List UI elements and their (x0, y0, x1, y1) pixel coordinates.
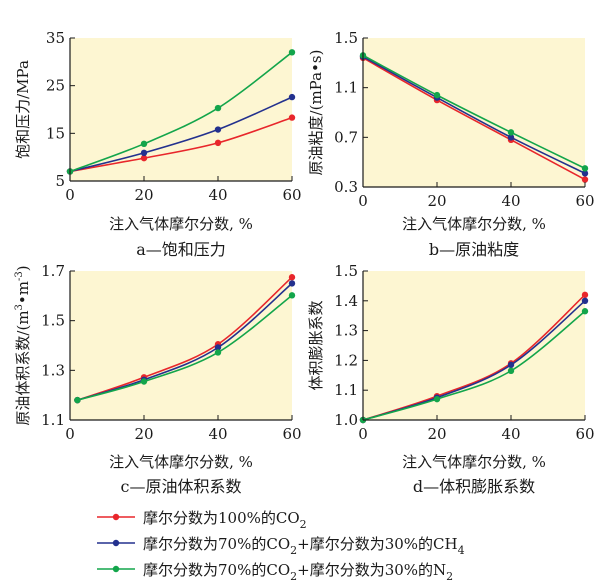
x-tick-label-c-3: 60 (282, 425, 301, 443)
data-point-d-2-2 (507, 367, 515, 375)
series-line-b-1 (362, 55, 586, 175)
y-tick-label-c-0: 1.1 (41, 411, 65, 429)
legend-entry-ch4: 摩尔分数为70%的CO2+摩尔分数为30%的CH4 (97, 535, 465, 557)
data-point-d-2-3 (581, 308, 589, 315)
x-axis-label-d: 注入气体摩尔分数, % (402, 453, 546, 471)
y-tick-label-d-1: 1.1 (334, 381, 358, 399)
y-tick-label-c-2: 1.5 (41, 312, 65, 330)
y-tick-label-c-3: 1.7 (41, 262, 65, 280)
y-tick-label-d-2: 1.2 (334, 351, 358, 369)
panel-caption-d: d—体积膨胀系数 (413, 477, 535, 496)
series-line-a-0 (69, 116, 293, 173)
legend: 摩尔分数为100%的CO2 摩尔分数为70%的CO2+摩尔分数为30%的CH4 … (97, 509, 465, 581)
y-tick-label-a-0: 5 (55, 172, 65, 190)
data-point-a-0-3 (288, 114, 296, 121)
chart-panel-d: 0 20 40 60 1.0 1.1 1.2 1.3 1.4 1.5 注入气体摩尔分数, % d—体积… (307, 262, 595, 496)
x-axis-label-b: 注入气体摩尔分数, % (402, 215, 546, 233)
x-tick-label-d-1: 20 (427, 425, 446, 443)
x-tick-label-c-2: 40 (208, 425, 227, 443)
y-axis-label-b: 原油粘度/(mPa•s) (307, 50, 325, 176)
data-point-c-1-3 (288, 280, 296, 287)
y-tick-label-a-3: 35 (46, 29, 65, 47)
data-point-a-2-2 (214, 104, 222, 112)
data-point-d-0-3 (581, 291, 589, 299)
x-tick-label-c-0: 0 (65, 425, 75, 443)
x-tick-label-a-3: 60 (282, 186, 301, 204)
chart-panel-b: 0 20 40 60 0.3 0.7 1.1 1.5 注入气体摩尔分数, % b—原油粘度 原油粘度… (307, 29, 595, 259)
data-point-b-1-2 (507, 134, 515, 141)
legend-entry-co2: 摩尔分数为100%的CO2 (97, 509, 307, 531)
series-line-a-1 (69, 96, 293, 173)
series-line-d-2 (362, 310, 586, 421)
y-tick-label-d-3: 1.3 (334, 322, 358, 340)
data-point-c-0-3 (288, 274, 296, 281)
data-point-d-2-1 (433, 395, 441, 403)
x-tick-label-b-3: 60 (575, 192, 594, 210)
plot-area-a (70, 38, 292, 181)
panel-caption-b: b—原油粘度 (429, 240, 519, 259)
x-axis-label-c: 注入气体摩尔分数, % (109, 453, 253, 471)
x-tick-label-d-2: 40 (501, 425, 520, 443)
chart-panel-c: 0 20 40 60 1.1 1.3 1.5 1.7 注入气体摩尔分数, % c—原油体积系数 原油… (14, 262, 302, 496)
data-point-b-0-3 (581, 176, 589, 183)
data-point-c-2-3 (288, 292, 296, 299)
legend-entry-n2: 摩尔分数为70%的CO2+摩尔分数为30%的N2 (97, 561, 453, 581)
legend-label-ch4: 摩尔分数为70%的CO2+摩尔分数为30%的CH4 (143, 535, 465, 557)
data-point-a-0-2 (214, 139, 222, 147)
x-tick-label-d-3: 60 (575, 425, 594, 443)
series-line-a-2 (69, 51, 293, 173)
y-axis-label-c: 原油体积系数/(m3•m-3) (14, 265, 32, 425)
plot-area-c (70, 271, 292, 420)
data-point-d-1-2 (507, 361, 515, 369)
legend-label-n2: 摩尔分数为70%的CO2+摩尔分数为30%的N2 (143, 561, 453, 581)
y-tick-label-c-1: 1.3 (41, 361, 65, 379)
data-point-a-2-1 (140, 140, 148, 148)
data-point-b-2-2 (507, 129, 515, 136)
x-tick-label-a-2: 40 (208, 186, 227, 204)
data-point-b-1-3 (581, 170, 589, 177)
data-point-a-0-1 (140, 154, 148, 162)
y-tick-label-d-4: 1.4 (334, 292, 358, 310)
series-line-c-0 (77, 276, 293, 401)
panel-caption-a: a—饱和压力 (136, 240, 226, 259)
y-tick-label-b-3: 1.5 (334, 29, 358, 47)
series-line-b-2 (362, 54, 586, 170)
chart-panel-a: 0 20 40 60 5 15 25 35 注入气体摩尔分数, % a—饱和压力 饱和压力/MPa (14, 29, 302, 259)
data-point-c-2-2 (214, 349, 222, 356)
x-tick-label-a-0: 0 (65, 186, 75, 204)
y-axis-label-a: 饱和压力/MPa (14, 60, 32, 159)
series-line-b-0 (362, 57, 586, 181)
data-point-a-1-3 (288, 93, 296, 101)
y-tick-label-a-2: 25 (46, 77, 65, 95)
data-point-b-2-1 (433, 91, 441, 99)
data-point-a-2-3 (288, 49, 296, 56)
data-point-c-2-1 (140, 378, 148, 385)
x-tick-label-d-0: 0 (358, 425, 368, 443)
y-axis-label-d: 体积膨胀系数 (307, 300, 325, 390)
y-tick-label-b-1: 0.7 (334, 128, 358, 146)
x-tick-label-c-1: 20 (134, 425, 153, 443)
series-line-c-2 (77, 294, 293, 401)
y-tick-label-d-0: 1.0 (334, 411, 358, 429)
y-tick-label-b-0: 0.3 (334, 178, 358, 196)
data-point-b-2-3 (581, 165, 589, 172)
data-point-a-1-1 (140, 149, 148, 157)
data-point-a-1-2 (214, 126, 222, 133)
plot-area-b (363, 38, 585, 187)
y-tick-label-a-1: 15 (46, 124, 65, 142)
data-point-d-1-3 (581, 297, 589, 304)
y-tick-label-b-2: 1.1 (334, 79, 358, 97)
data-point-c-1-2 (214, 344, 222, 351)
plot-area-d (363, 271, 585, 420)
panel-caption-c: c—原油体积系数 (121, 477, 242, 496)
x-tick-label-b-0: 0 (358, 192, 368, 210)
x-axis-label-a: 注入气体摩尔分数, % (109, 215, 253, 233)
x-tick-label-b-2: 40 (501, 192, 520, 210)
legend-label-co2: 摩尔分数为100%的CO2 (143, 509, 307, 531)
data-point-c-2-0 (74, 396, 81, 404)
x-tick-label-a-1: 20 (134, 186, 153, 204)
x-tick-label-b-1: 20 (427, 192, 446, 210)
y-tick-label-d-5: 1.5 (334, 262, 358, 280)
